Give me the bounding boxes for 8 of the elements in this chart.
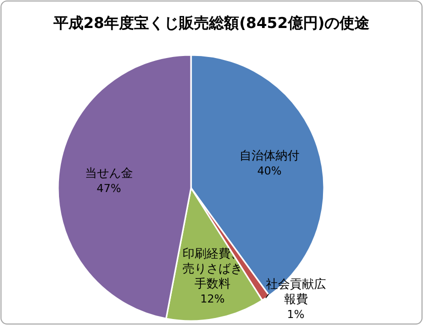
slice-label: 印刷経費、売りさばき手数料: [182, 246, 242, 290]
data-label: 47%: [96, 182, 122, 196]
slice-label: 当せん金: [84, 166, 133, 180]
data-label: 12%: [200, 292, 225, 306]
chart-title: 平成28年度宝くじ販売総額(8452億円)の使途: [52, 14, 371, 32]
data-label: 1%: [287, 308, 304, 321]
slice-label: 自治体納付: [239, 148, 300, 162]
data-label: 40%: [257, 164, 282, 178]
